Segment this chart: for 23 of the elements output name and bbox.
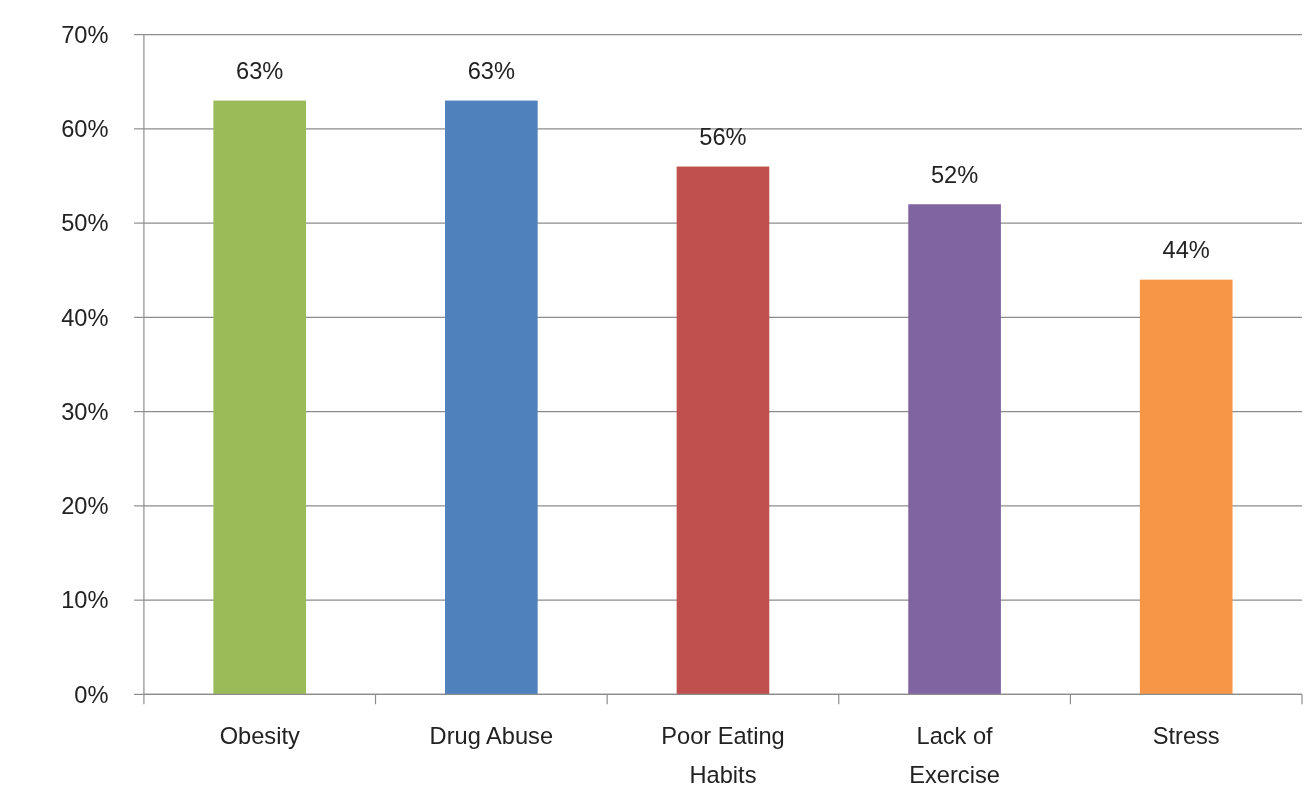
bar [213, 100, 307, 695]
y-tick-label: 60% [61, 116, 109, 143]
y-tick-label: 70% [61, 21, 109, 48]
y-tick-label: 40% [61, 304, 109, 331]
x-tick-label: Lack of Exercise [909, 722, 1000, 789]
x-tick-label: Obesity [219, 722, 300, 749]
bar [676, 166, 770, 695]
x-tick-label: Drug Abuse [429, 722, 554, 749]
y-tick-label: 50% [61, 210, 109, 237]
y-tick-label: 30% [61, 398, 109, 425]
bar [1139, 279, 1233, 695]
data-label: 63% [236, 57, 284, 84]
x-tick-label: Poor Eating Habits [661, 722, 785, 789]
y-tick-label: 0% [74, 681, 109, 708]
bar [445, 100, 538, 695]
data-label: 56% [699, 123, 747, 150]
data-label: 44% [1162, 236, 1210, 263]
y-tick-label: 20% [61, 493, 109, 520]
bar [908, 204, 1001, 695]
x-tick-label: Stress [1152, 722, 1220, 749]
data-label: 63% [467, 57, 515, 84]
data-label: 52% [930, 161, 979, 188]
y-tick-label: 10% [61, 587, 109, 614]
